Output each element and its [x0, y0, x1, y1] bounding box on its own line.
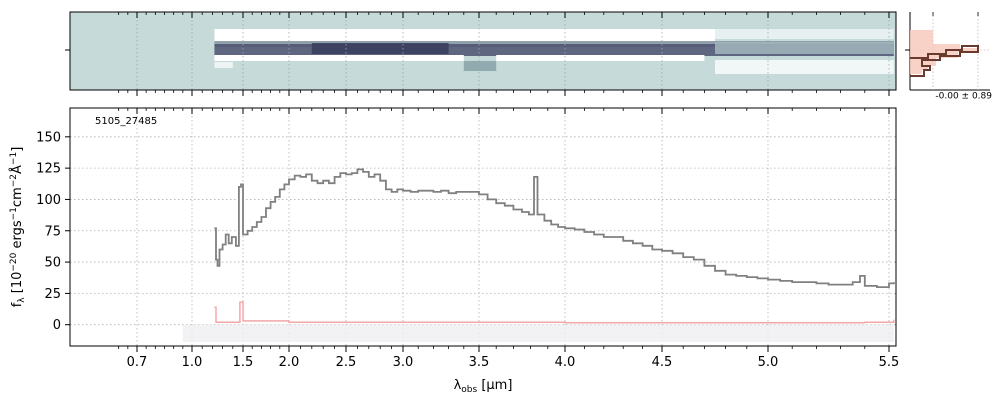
y-tick-label: 25	[44, 287, 61, 302]
spectrum-2d-grid	[136, 12, 890, 90]
x-tick-label: 2.5	[336, 355, 357, 370]
spectrum-2d-xticks	[118, 12, 890, 96]
x-tick-label: 4.0	[555, 355, 576, 370]
spectrum-series	[214, 168, 895, 324]
y-tick-label: 125	[36, 162, 61, 177]
x-axis-label: λobs [μm]	[454, 378, 513, 395]
twod-artifact	[463, 61, 497, 71]
error-series	[214, 301, 895, 324]
y-axis-label: fλ [10−20 ergs−1cm−2Å−1]	[9, 147, 27, 308]
profile-fill	[910, 30, 978, 74]
y-axis-ticks: 0 25 50 75 100 125 150	[36, 130, 70, 333]
twod-bright-top	[214, 29, 715, 41]
twod-bright-bottom	[214, 55, 464, 61]
twod-bright-bottom-2	[496, 55, 705, 61]
twod-trace-core	[311, 43, 449, 54]
x-tick-label: 1.5	[233, 355, 254, 370]
plot-frame	[69, 107, 897, 347]
y-tick-label: 50	[44, 256, 61, 271]
twod-bright-top-red	[715, 29, 894, 39]
twod-blue-edge	[214, 62, 233, 68]
x-tick-label: 2.0	[279, 355, 300, 370]
spectrum-2d-frame	[69, 11, 897, 91]
plot-area	[70, 108, 896, 346]
x-tick-label: 3.5	[469, 355, 490, 370]
x-tick-label: 0.7	[127, 355, 148, 370]
x-tick-label: 5.0	[758, 355, 779, 370]
x-tick-label: 1.0	[182, 355, 203, 370]
spectrum-1d-panel: 0.7 1.0 1.5 2.0 2.5 3.0 3.5 4.0 4.5 5.0 5.5 0 25 50 7…	[9, 107, 900, 395]
object-label: 5105_27485	[95, 116, 157, 127]
x-tick-label: 4.5	[652, 355, 673, 370]
spectrum-2d-bands	[214, 29, 894, 74]
y-tick-label: 75	[44, 224, 61, 239]
twod-trace-red	[715, 42, 894, 54]
x-tick-label: 3.0	[393, 355, 414, 370]
y-tick-label: 0	[53, 318, 61, 333]
profile-panel: -0.00 ± 0.89	[905, 12, 992, 102]
y-tick-label: 150	[36, 130, 61, 145]
x-tick-label: 5.5	[879, 355, 900, 370]
twod-bright-bottom-red	[715, 60, 894, 74]
x-axis-ticks: 0.7 1.0 1.5 2.0 2.5 3.0 3.5 4.0 4.5 5.0 5.5	[118, 108, 900, 370]
y-tick-label: 100	[36, 193, 61, 208]
profile-annotation: -0.00 ± 0.89	[935, 92, 992, 102]
noise-band	[182, 324, 894, 342]
flux-series	[214, 168, 895, 288]
profile-line	[910, 45, 979, 77]
spectrum-2d-panel	[65, 11, 897, 96]
